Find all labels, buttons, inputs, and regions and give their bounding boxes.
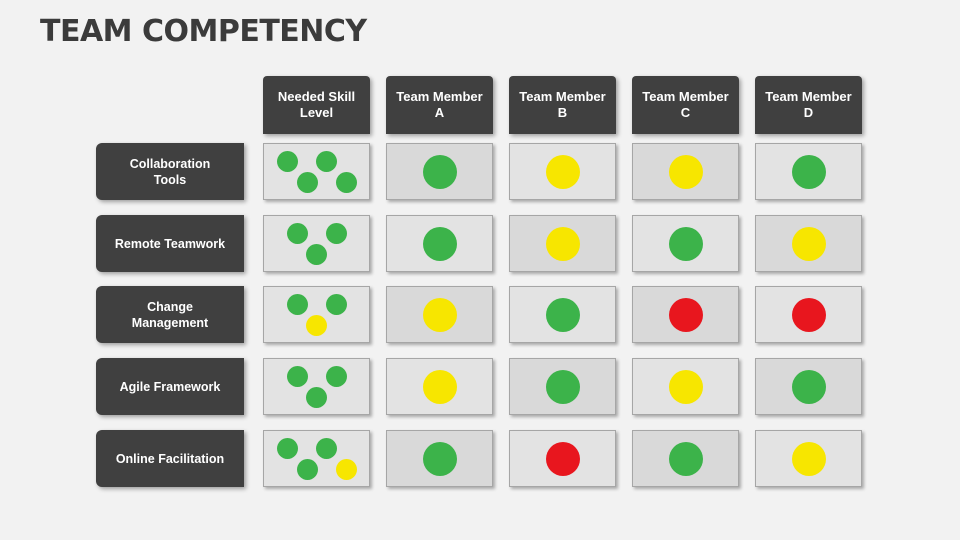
member-rating-cell [386, 430, 493, 487]
member-rating-cell [632, 215, 739, 272]
rating-dot-yellow [546, 155, 580, 189]
page-title: TEAM COMPETENCY [40, 14, 367, 49]
rating-dot-green [423, 227, 457, 261]
rating-dot-green [792, 155, 826, 189]
skill-level-dot-green [277, 438, 298, 459]
skill-level-dot-green [326, 223, 347, 244]
rating-dot-yellow [792, 442, 826, 476]
column-header-team-member: Team Member C [632, 76, 739, 134]
member-rating-cell [755, 143, 862, 200]
skill-level-dot-green [287, 223, 308, 244]
skill-level-dot-green [297, 459, 318, 480]
needed-skill-cell [263, 215, 370, 272]
needed-skill-cell [263, 430, 370, 487]
rating-dot-red [792, 298, 826, 332]
row-header-skill: Remote Teamwork [96, 215, 244, 272]
row-header-skill: Online Facilitation [96, 430, 244, 487]
row-header-skill: Change Management [96, 286, 244, 343]
rating-dot-green [546, 370, 580, 404]
member-rating-cell [509, 143, 616, 200]
member-rating-cell [386, 286, 493, 343]
skill-level-dot-green [326, 366, 347, 387]
member-rating-cell [509, 358, 616, 415]
member-rating-cell [509, 430, 616, 487]
member-rating-cell [509, 286, 616, 343]
skill-level-dot-green [336, 172, 357, 193]
skill-level-dot-yellow [336, 459, 357, 480]
rating-dot-green [669, 227, 703, 261]
needed-skill-cell [263, 358, 370, 415]
skill-level-dot-green [287, 366, 308, 387]
skill-level-dot-green [287, 294, 308, 315]
rating-dot-red [546, 442, 580, 476]
rating-dot-yellow [546, 227, 580, 261]
member-rating-cell [386, 215, 493, 272]
rating-dot-yellow [423, 298, 457, 332]
rating-dot-green [423, 442, 457, 476]
member-rating-cell [632, 430, 739, 487]
member-rating-cell [755, 430, 862, 487]
member-rating-cell [755, 358, 862, 415]
column-header-needed-skill: Needed Skill Level [263, 76, 370, 134]
rating-dot-yellow [423, 370, 457, 404]
member-rating-cell [386, 143, 493, 200]
skill-level-dot-green [306, 387, 327, 408]
skill-level-dot-yellow [306, 315, 327, 336]
skill-level-dot-green [277, 151, 298, 172]
rating-dot-yellow [669, 155, 703, 189]
member-rating-cell [632, 143, 739, 200]
row-header-skill: Agile Framework [96, 358, 244, 415]
column-header-team-member: Team Member D [755, 76, 862, 134]
rating-dot-yellow [792, 227, 826, 261]
needed-skill-cell [263, 143, 370, 200]
rating-dot-red [669, 298, 703, 332]
rating-dot-yellow [669, 370, 703, 404]
skill-level-dot-green [316, 438, 337, 459]
rating-dot-green [546, 298, 580, 332]
member-rating-cell [755, 215, 862, 272]
member-rating-cell [386, 358, 493, 415]
skill-level-dot-green [316, 151, 337, 172]
skill-level-dot-green [326, 294, 347, 315]
member-rating-cell [632, 286, 739, 343]
member-rating-cell [509, 215, 616, 272]
rating-dot-green [423, 155, 457, 189]
member-rating-cell [632, 358, 739, 415]
skill-level-dot-green [306, 244, 327, 265]
row-header-skill: Collaboration Tools [96, 143, 244, 200]
column-header-team-member: Team Member B [509, 76, 616, 134]
needed-skill-cell [263, 286, 370, 343]
rating-dot-green [669, 442, 703, 476]
rating-dot-green [792, 370, 826, 404]
skill-level-dot-green [297, 172, 318, 193]
member-rating-cell [755, 286, 862, 343]
column-header-team-member: Team Member A [386, 76, 493, 134]
